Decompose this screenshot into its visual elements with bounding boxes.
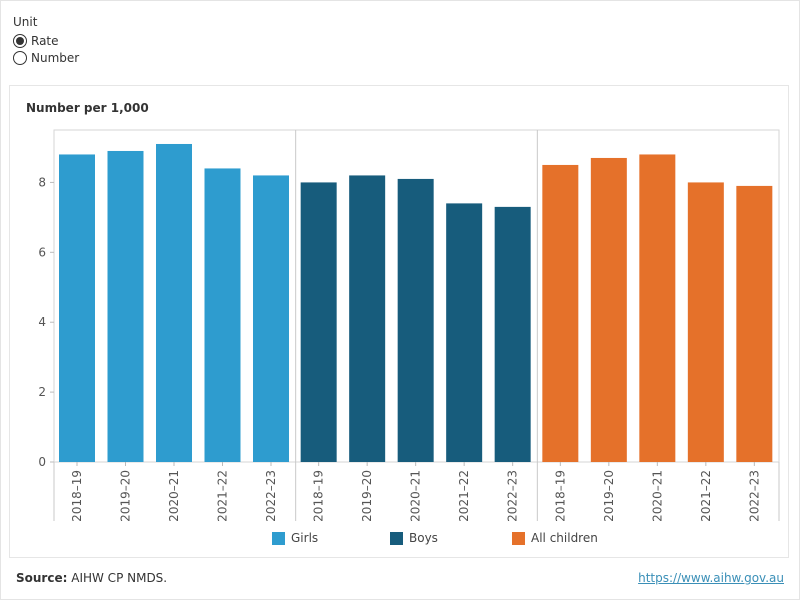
x-tick-label-2020-21: 2020–21 xyxy=(167,470,181,522)
bar-boys-2021-22 xyxy=(446,203,483,462)
bar-boys-2019-20 xyxy=(349,175,386,462)
x-tick-label-2022-23: 2022–23 xyxy=(747,470,761,522)
x-tick-label-2019-20: 2019–20 xyxy=(119,470,133,522)
legend-label-girls: Girls xyxy=(291,531,318,545)
unit-selector: Unit Rate Number xyxy=(13,15,79,66)
y-tick-label-2: 2 xyxy=(38,385,46,399)
y-tick-label-8: 8 xyxy=(38,175,46,189)
y-tick-label-0: 0 xyxy=(38,455,46,469)
bar-all-children-2022-23 xyxy=(736,185,773,463)
source-label: Source: xyxy=(16,571,68,585)
bar-all-children-2019-20 xyxy=(590,157,627,462)
y-axis-title: Number per 1,000 xyxy=(26,101,149,115)
x-tick-label-2021-22: 2021–22 xyxy=(699,470,713,522)
legend-swatch-girls xyxy=(272,532,285,545)
bar-boys-2020-21 xyxy=(397,178,434,462)
radio-rate-label: Rate xyxy=(31,33,59,48)
x-tick-label-2018-19: 2018–19 xyxy=(312,470,326,522)
x-tick-label-2021-22: 2021–22 xyxy=(216,470,230,522)
unit-title: Unit xyxy=(13,15,38,29)
aihw-link[interactable]: https://www.aihw.gov.au xyxy=(638,571,784,585)
radio-rate[interactable] xyxy=(13,33,27,48)
source-text: AIHW CP NMDS. xyxy=(71,571,168,585)
y-tick-label-6: 6 xyxy=(38,245,46,259)
x-tick-label-2018-19: 2018–19 xyxy=(553,470,567,522)
bar-girls-2021-22 xyxy=(204,168,241,462)
x-tick-label-2020-21: 2020–21 xyxy=(650,470,664,522)
y-tick-label-4: 4 xyxy=(38,315,46,329)
radio-number[interactable] xyxy=(13,50,27,65)
radio-option-number[interactable]: Number xyxy=(13,49,79,66)
bar-all-children-2018-19 xyxy=(542,164,579,462)
bar-girls-2018-19 xyxy=(59,154,95,462)
bar-all-children-2020-21 xyxy=(639,154,676,462)
bar-boys-2022-23 xyxy=(494,206,531,462)
x-tick-label-2022-23: 2022–23 xyxy=(264,470,278,522)
x-tick-label-2019-20: 2019–20 xyxy=(360,470,374,522)
bar-girls-2019-20 xyxy=(107,150,144,462)
bar-all-children-2021-22 xyxy=(687,182,724,462)
x-tick-label-2021-22: 2021–22 xyxy=(457,470,471,522)
radio-number-label: Number xyxy=(31,50,80,65)
bar-chart: Number per 1,000 0 2 4 6 8 2018–19 2019–20 2020–… xyxy=(26,101,780,545)
legend-label-boys: Boys xyxy=(409,531,438,545)
x-tick-label-2022-23: 2022–23 xyxy=(506,470,520,522)
x-tick-label-2018-19: 2018–19 xyxy=(70,470,84,522)
chart-panel: Number per 1,000 0 2 4 6 8 2018–19 2019–20 2020–… xyxy=(9,85,789,558)
x-tick-label-2020-21: 2020–21 xyxy=(409,470,423,522)
legend-label-all-children: All children xyxy=(531,531,598,545)
source-note: Source: AIHW CP NMDS. xyxy=(16,571,167,585)
x-tick-label-2019-20: 2019–20 xyxy=(602,470,616,522)
bar-girls-2022-23 xyxy=(253,175,289,462)
bar-boys-2018-19 xyxy=(300,182,337,462)
radio-option-rate[interactable]: Rate xyxy=(13,32,79,49)
bar-girls-2020-21 xyxy=(156,143,192,462)
legend-swatch-all-children xyxy=(512,532,525,545)
legend-swatch-boys xyxy=(390,532,403,545)
